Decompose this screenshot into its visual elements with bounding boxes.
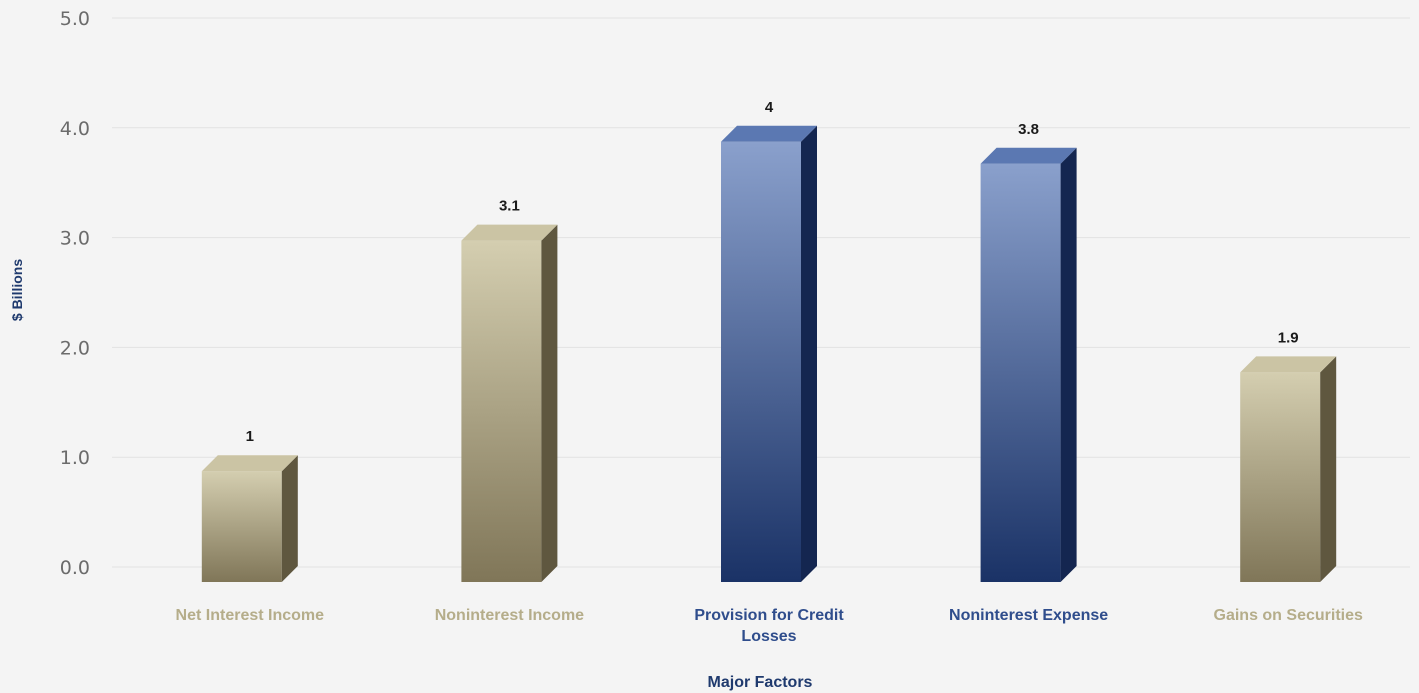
bar-top [721, 125, 817, 142]
bar-side [1060, 147, 1077, 582]
bar-front [1240, 372, 1321, 582]
bar [201, 455, 298, 582]
bar-top [1240, 356, 1337, 373]
x-tick-label: Gains on Securities [1214, 607, 1363, 624]
value-label: 3.8 [1018, 121, 1039, 138]
bar-front [201, 471, 282, 582]
y-tick-label: 2.0 [60, 337, 90, 359]
bars [201, 125, 1337, 583]
bar [721, 125, 817, 583]
bar-side [801, 125, 817, 583]
value-label: 1 [246, 428, 254, 445]
bar-side [1320, 356, 1337, 582]
x-axis-categories: Net Interest Income Noninterest Income Pro… [176, 607, 1363, 645]
value-label: 4 [765, 99, 774, 116]
value-labels: 1 3.1 4 3.8 1.9 [246, 99, 1299, 445]
y-tick-label: 3.0 [60, 228, 90, 250]
bar-top [461, 224, 558, 241]
bar-front [461, 240, 542, 582]
y-tick-label: 0.0 [60, 557, 90, 579]
y-axis-ticks: 0.0 1.0 2.0 3.0 4.0 5.0 [60, 8, 90, 579]
bar-top [201, 455, 298, 472]
bar [461, 224, 558, 582]
x-axis-title: Major Factors [708, 674, 813, 691]
bar [980, 147, 1077, 582]
y-tick-label: 5.0 [60, 8, 90, 30]
bar-front [721, 141, 801, 583]
bar-top [980, 147, 1077, 164]
bar [1240, 356, 1337, 582]
y-tick-label: 4.0 [60, 118, 90, 140]
x-tick-label: Net Interest Income [176, 607, 325, 624]
x-tick-label: Noninterest Income [435, 607, 584, 624]
value-label: 3.1 [499, 198, 520, 215]
x-tick-label: Noninterest Expense [949, 607, 1108, 624]
value-label: 1.9 [1278, 329, 1299, 346]
x-tick-label: Provision for Credit Losses [694, 607, 844, 645]
bar-side [541, 224, 558, 582]
bar-front [980, 163, 1061, 582]
y-axis-title: $ Billions [9, 259, 25, 321]
bar-side [281, 455, 298, 582]
y-tick-label: 1.0 [60, 447, 90, 469]
